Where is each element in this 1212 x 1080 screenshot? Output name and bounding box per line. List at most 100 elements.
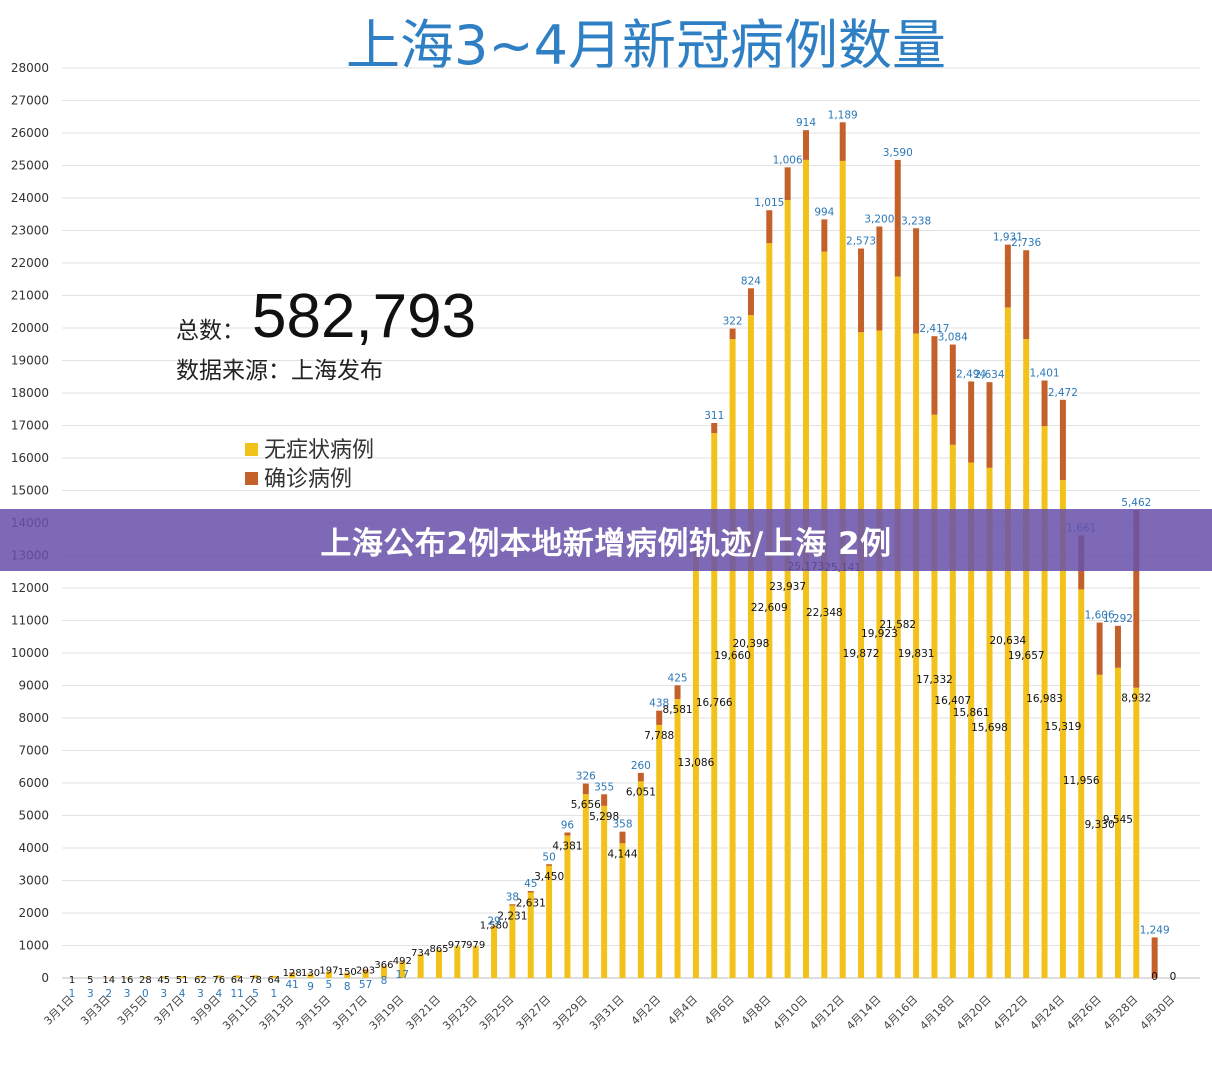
y-tick-label: 17000 [11, 419, 49, 433]
y-tick-label: 28000 [11, 61, 49, 75]
bar-confirmed [931, 336, 938, 415]
bar-asymptomatic [931, 414, 938, 979]
bar-asymptomatic [380, 966, 387, 978]
bar-asymptomatic [858, 332, 865, 978]
data-label-confirmed: 3,238 [901, 215, 931, 227]
total-label: 总数： [176, 318, 245, 344]
bar-asymptomatic [124, 977, 131, 978]
data-label-confirmed: 3 [160, 988, 167, 1000]
data-label-confirmed: 311 [704, 410, 724, 422]
data-label-asymptomatic: 865 [429, 944, 448, 955]
x-tick-label: 3月3日 [78, 993, 113, 1028]
data-label-asymptomatic: 5,656 [571, 799, 601, 811]
data-label-asymptomatic: 15,861 [953, 707, 990, 719]
data-label-confirmed: 57 [359, 979, 372, 991]
chart-title: 上海3~4月新冠病例数量 [346, 14, 946, 77]
bar-confirmed [949, 344, 956, 445]
bar-asymptomatic [546, 865, 553, 978]
data-label-asymptomatic: 979 [466, 940, 485, 951]
data-label-asymptomatic: 9,545 [1103, 814, 1133, 826]
x-tick-label: 4月16日 [881, 993, 921, 1033]
bar-asymptomatic [362, 971, 369, 978]
bar-confirmed [729, 328, 736, 340]
data-label-asymptomatic: 0 [1151, 971, 1158, 983]
y-tick-label: 24000 [11, 191, 49, 205]
data-label-asymptomatic: 15,319 [1045, 721, 1082, 733]
data-label-confirmed: 5 [326, 979, 333, 991]
data-label-asymptomatic: 19,657 [1008, 650, 1045, 662]
bar-confirmed [766, 210, 773, 244]
data-label-confirmed: 11 [230, 988, 243, 1000]
y-tick-label: 6000 [18, 776, 49, 790]
bar-confirmed [986, 382, 993, 468]
bar-confirmed [546, 864, 553, 866]
data-label-asymptomatic: 22,609 [751, 602, 788, 614]
bar-confirmed [527, 891, 534, 893]
data-label-asymptomatic: 1 [69, 975, 75, 986]
data-label-confirmed: 0 [142, 988, 149, 1000]
data-label-confirmed: 2,634 [974, 369, 1004, 381]
x-tick-label: 3月29日 [550, 993, 590, 1033]
bar-asymptomatic [674, 699, 681, 978]
bar-confirmed [1059, 399, 1066, 481]
data-label-asymptomatic: 19,831 [898, 648, 935, 660]
bar-asymptomatic [509, 905, 516, 978]
data-label-confirmed: 4 [215, 988, 222, 1000]
y-tick-label: 1000 [18, 939, 49, 953]
bar-asymptomatic [692, 552, 699, 978]
bar-asymptomatic [179, 976, 186, 978]
data-label-asymptomatic: 20,634 [989, 635, 1026, 647]
y-tick-label: 10000 [11, 646, 49, 660]
data-label-confirmed: 5,462 [1121, 497, 1151, 509]
data-label-asymptomatic: 150 [338, 967, 357, 978]
bar-confirmed [564, 832, 571, 836]
bar-asymptomatic [637, 781, 644, 978]
x-tick-label: 3月31日 [587, 993, 627, 1033]
bar-asymptomatic [876, 330, 883, 978]
y-tick-label: 3000 [18, 874, 49, 888]
data-label-confirmed: 1,931 [993, 232, 1023, 244]
bar-asymptomatic [252, 975, 259, 978]
bar-asymptomatic [1059, 480, 1066, 978]
data-label-confirmed: 9 [307, 981, 314, 993]
x-tick-label: 4月28日 [1101, 993, 1141, 1033]
bar-confirmed [399, 961, 406, 963]
x-tick-label: 4月30日 [1138, 993, 1178, 1033]
source-label: 数据来源：上海发布 [176, 358, 383, 384]
bar-asymptomatic [784, 200, 791, 979]
bar-confirmed [894, 159, 901, 277]
data-label-asymptomatic: 5,298 [589, 811, 619, 823]
bar-asymptomatic [399, 962, 406, 978]
data-label-confirmed: 3 [124, 988, 131, 1000]
data-label-asymptomatic: 734 [411, 948, 430, 959]
y-tick-label: 4000 [18, 841, 49, 855]
bar-asymptomatic [729, 339, 736, 978]
data-label-confirmed: 425 [668, 672, 688, 684]
bar-confirmed [656, 710, 663, 725]
y-tick-label: 21000 [11, 289, 49, 303]
y-tick-label: 7000 [18, 744, 49, 758]
bar-asymptomatic [472, 946, 479, 978]
headline-banner: 上海公布2例本地新增病例轨迹/上海 2例 [0, 509, 1212, 571]
bar-confirmed [1096, 622, 1103, 675]
y-tick-label: 23000 [11, 224, 49, 238]
legend-swatch-confirmed [245, 472, 258, 485]
bar-asymptomatic [564, 835, 571, 978]
data-label-confirmed: 1,006 [773, 154, 803, 166]
data-label-asymptomatic: 45 [157, 975, 170, 986]
bar-asymptomatic [986, 467, 993, 978]
data-label-asymptomatic: 197 [319, 966, 338, 977]
data-label-confirmed: 29 [487, 916, 500, 928]
y-tick-label: 16000 [11, 451, 49, 465]
data-label-asymptomatic: 64 [231, 975, 244, 986]
x-tick-label: 3月9日 [188, 993, 223, 1028]
data-label-confirmed: 38 [506, 891, 519, 903]
data-label-confirmed: 1,015 [754, 197, 784, 209]
y-tick-label: 18000 [11, 386, 49, 400]
data-label-confirmed: 2 [105, 988, 112, 1000]
data-label-confirmed: 4 [179, 988, 186, 1000]
data-label-asymptomatic: 492 [393, 956, 412, 967]
data-label-asymptomatic: 6,051 [626, 786, 656, 798]
data-label-confirmed: 96 [561, 819, 575, 831]
